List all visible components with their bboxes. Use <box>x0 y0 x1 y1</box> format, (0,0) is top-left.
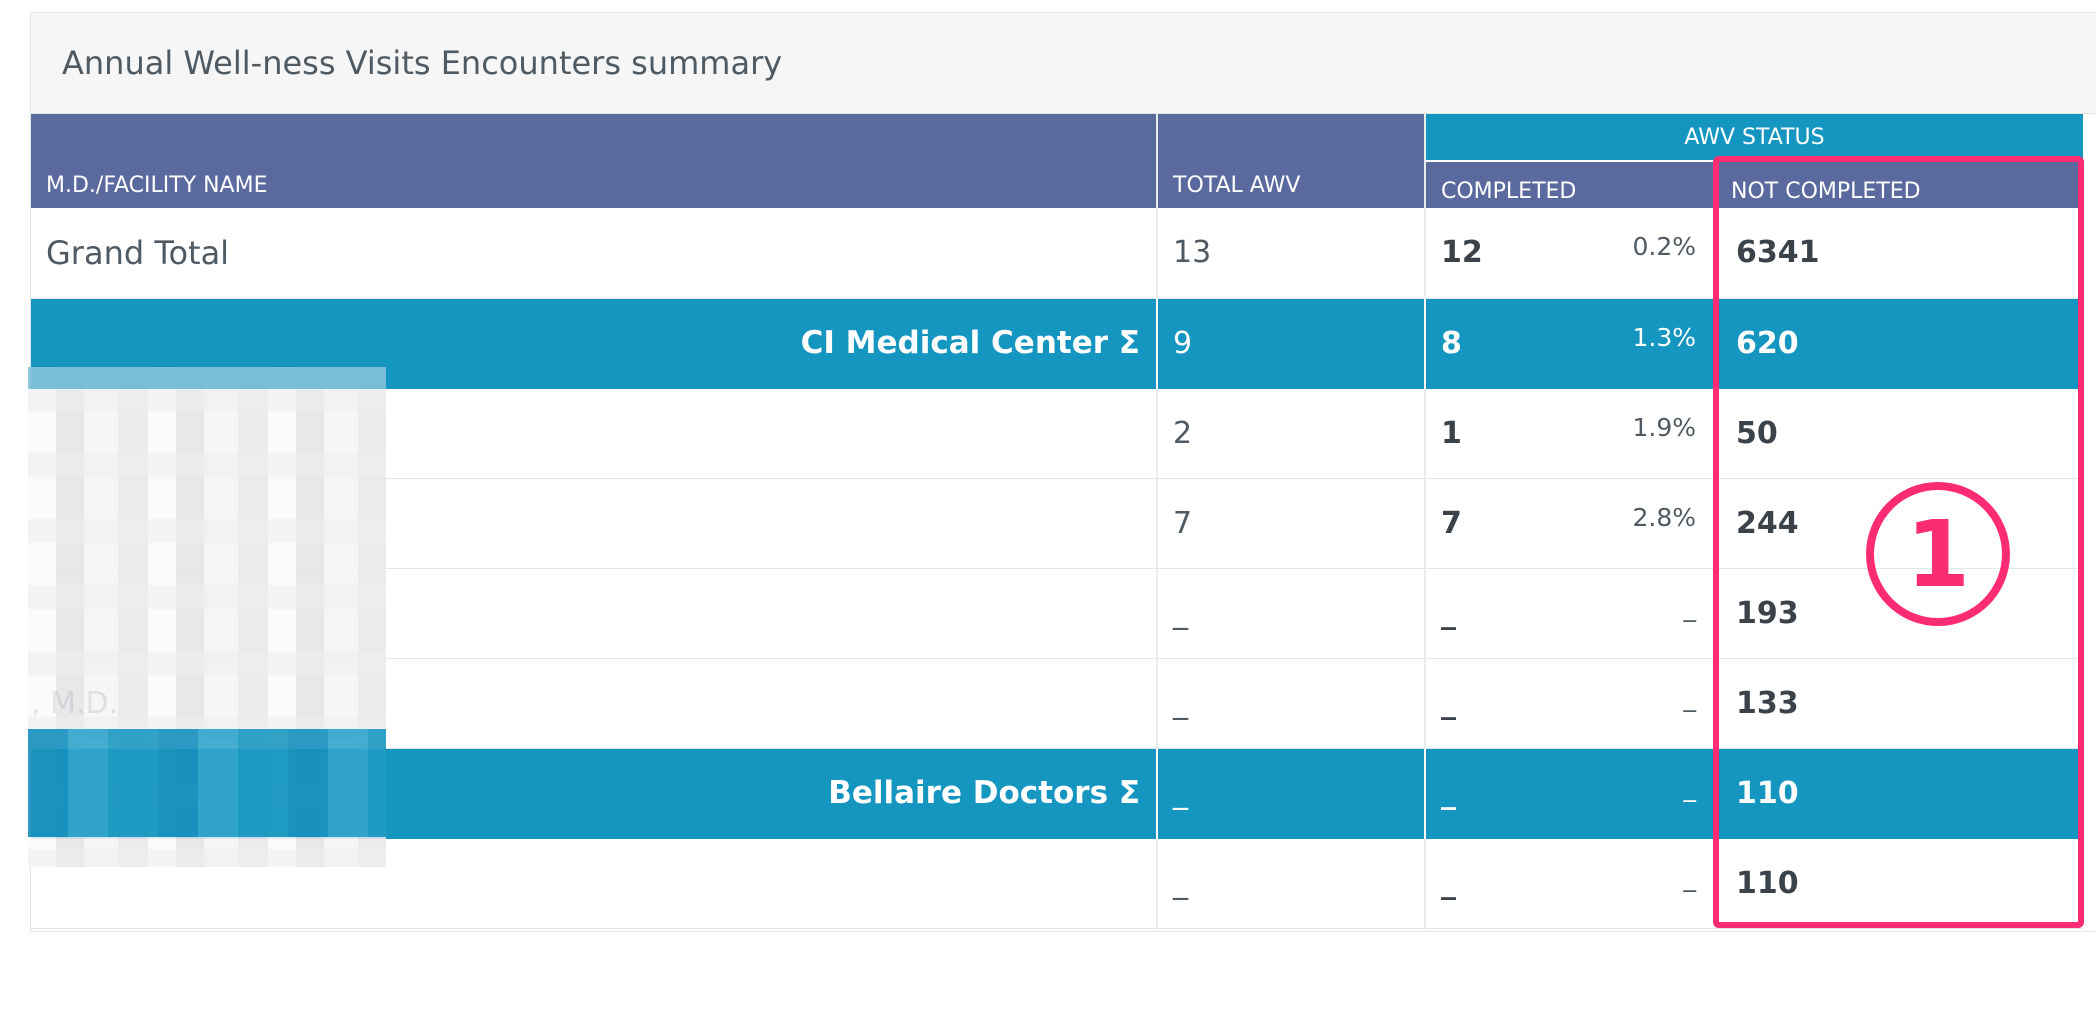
header-awv-status: AWV STATUS <box>1425 114 2083 162</box>
row-completed: _ _ <box>1425 748 1716 839</box>
not-completed-highlight-box <box>1713 156 2084 928</box>
row-total-awv: _ <box>1157 748 1426 839</box>
header-not-completed[interactable]: NOT COMPLETED <box>1715 161 2083 208</box>
row-total-awv: _ <box>1157 658 1426 749</box>
completed-percent: 0.2% <box>1632 232 1696 261</box>
row-completed: _ _ <box>1425 568 1716 659</box>
completed-count: 7 <box>1441 505 1462 541</box>
header-total-awv[interactable]: TOTAL AWV <box>1157 114 1426 208</box>
row-completed: 8 1.3% <box>1425 298 1716 389</box>
row-total-awv: _ <box>1157 838 1426 929</box>
completed-percent: 2.8% <box>1632 502 1696 532</box>
completed-percent: 1.9% <box>1632 412 1696 442</box>
table-row-grand-total[interactable]: Grand Total 13 12 0.2% 6341 <box>31 208 2083 299</box>
row-total-awv: _ <box>1157 568 1426 659</box>
row-total-awv: 13 <box>1157 208 1426 299</box>
row-total-awv: 2 <box>1157 388 1426 479</box>
row-total-awv: 9 <box>1157 298 1426 389</box>
header-completed[interactable]: COMPLETED <box>1425 161 1716 208</box>
completed-count: _ <box>1441 595 1456 631</box>
completed-count: 1 <box>1441 415 1462 451</box>
row-not-completed: 110 <box>1715 838 2083 929</box>
row-not-completed: 50 <box>1715 388 2083 479</box>
completed-count: _ <box>1441 685 1456 721</box>
panel-title: Annual Well-ness Visits Encounters summa… <box>62 44 783 82</box>
row-completed: 1 1.9% <box>1425 388 1716 479</box>
row-completed: _ _ <box>1425 658 1716 749</box>
panel-header: Annual Well-ness Visits Encounters summa… <box>31 13 2096 114</box>
completed-percent: _ <box>1683 682 1697 712</box>
row-total-awv: 7 <box>1157 478 1426 569</box>
row-not-completed: 620 <box>1715 298 2083 389</box>
row-completed: 12 0.2% <box>1425 208 1716 299</box>
row-not-completed: 110 <box>1715 748 2083 839</box>
completed-percent: _ <box>1683 592 1697 622</box>
redacted-names-overlay <box>28 367 386 867</box>
annotation-badge: 1 <box>1866 482 2010 626</box>
completed-percent: _ <box>1683 772 1697 802</box>
header-name[interactable]: M.D./FACILITY NAME <box>31 114 1158 208</box>
completed-count: 12 <box>1441 235 1483 271</box>
row-not-completed: 133 <box>1715 658 2083 749</box>
row-name: Grand Total <box>31 208 1158 299</box>
completed-count: _ <box>1441 775 1456 811</box>
redaction-band <box>28 729 386 837</box>
completed-count: _ <box>1441 865 1456 901</box>
row-not-completed: 6341 <box>1715 208 2083 299</box>
row-completed: 7 2.8% <box>1425 478 1716 569</box>
completed-count: 8 <box>1441 325 1462 361</box>
table-row[interactable]: _ _ _ 110 <box>31 838 2083 929</box>
redaction-band <box>28 367 386 389</box>
row-completed: _ _ <box>1425 838 1716 929</box>
completed-percent: 1.3% <box>1632 322 1696 352</box>
completed-percent: _ <box>1683 862 1697 892</box>
